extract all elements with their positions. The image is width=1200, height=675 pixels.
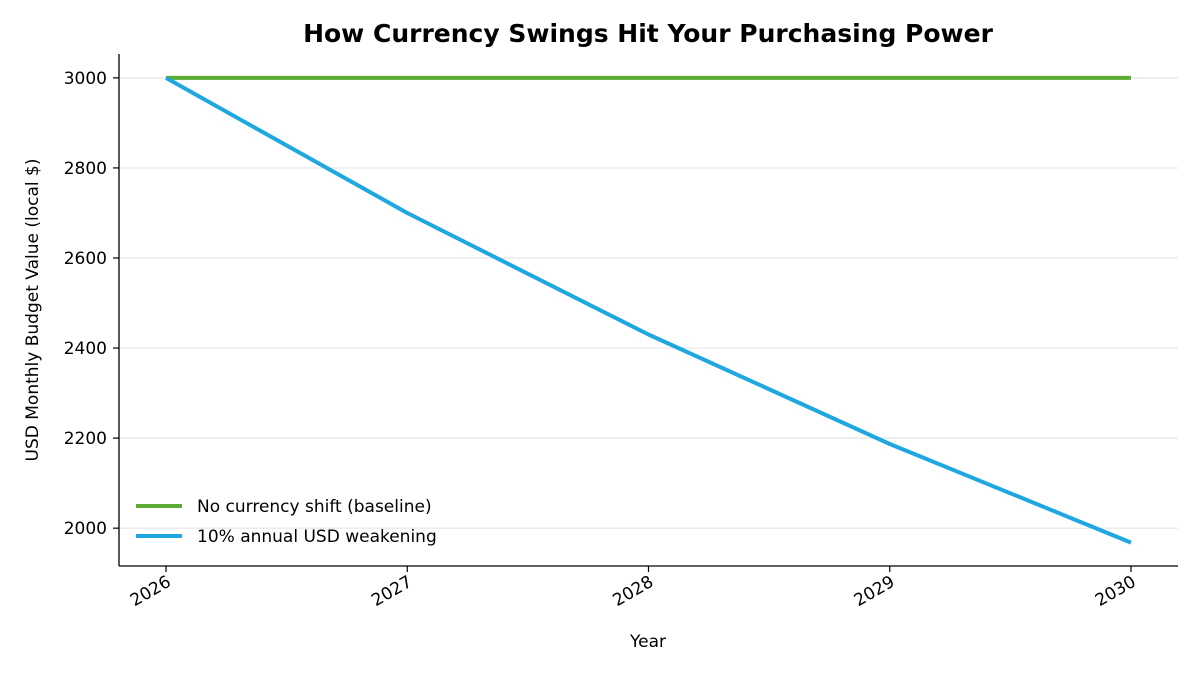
legend-label: 10% annual USD weakening bbox=[197, 527, 437, 547]
y-tick-label: 2400 bbox=[64, 339, 107, 359]
x-tick-label: 2029 bbox=[851, 572, 898, 611]
series-lines bbox=[165, 75, 1132, 545]
legend-label: No currency shift (baseline) bbox=[197, 497, 432, 517]
x-tick-label: 2027 bbox=[368, 572, 415, 611]
x-tick-label: 2026 bbox=[127, 572, 174, 611]
legend: No currency shift (baseline) 10% annual U… bbox=[136, 497, 437, 547]
chart-title: How Currency Swings Hit Your Purchasing … bbox=[303, 19, 994, 48]
x-tick-label: 2028 bbox=[610, 572, 657, 611]
series-line bbox=[165, 76, 1132, 545]
y-tick-label: 2000 bbox=[64, 519, 107, 539]
y-gridlines bbox=[119, 77, 1178, 529]
y-axis-label: USD Monthly Budget Value (local $) bbox=[23, 159, 43, 462]
y-tick-label: 2800 bbox=[64, 159, 107, 179]
y-tick-label: 2600 bbox=[64, 249, 107, 269]
y-axis-ticks: 2000 2200 2400 2600 2800 3000 bbox=[64, 69, 119, 539]
x-tick-label: 2030 bbox=[1092, 572, 1139, 611]
x-axis-ticks: 2026 2027 2028 2029 2030 bbox=[127, 566, 1140, 611]
x-axis-label: Year bbox=[629, 632, 666, 652]
y-tick-label: 2200 bbox=[64, 429, 107, 449]
y-tick-label: 3000 bbox=[64, 69, 107, 89]
